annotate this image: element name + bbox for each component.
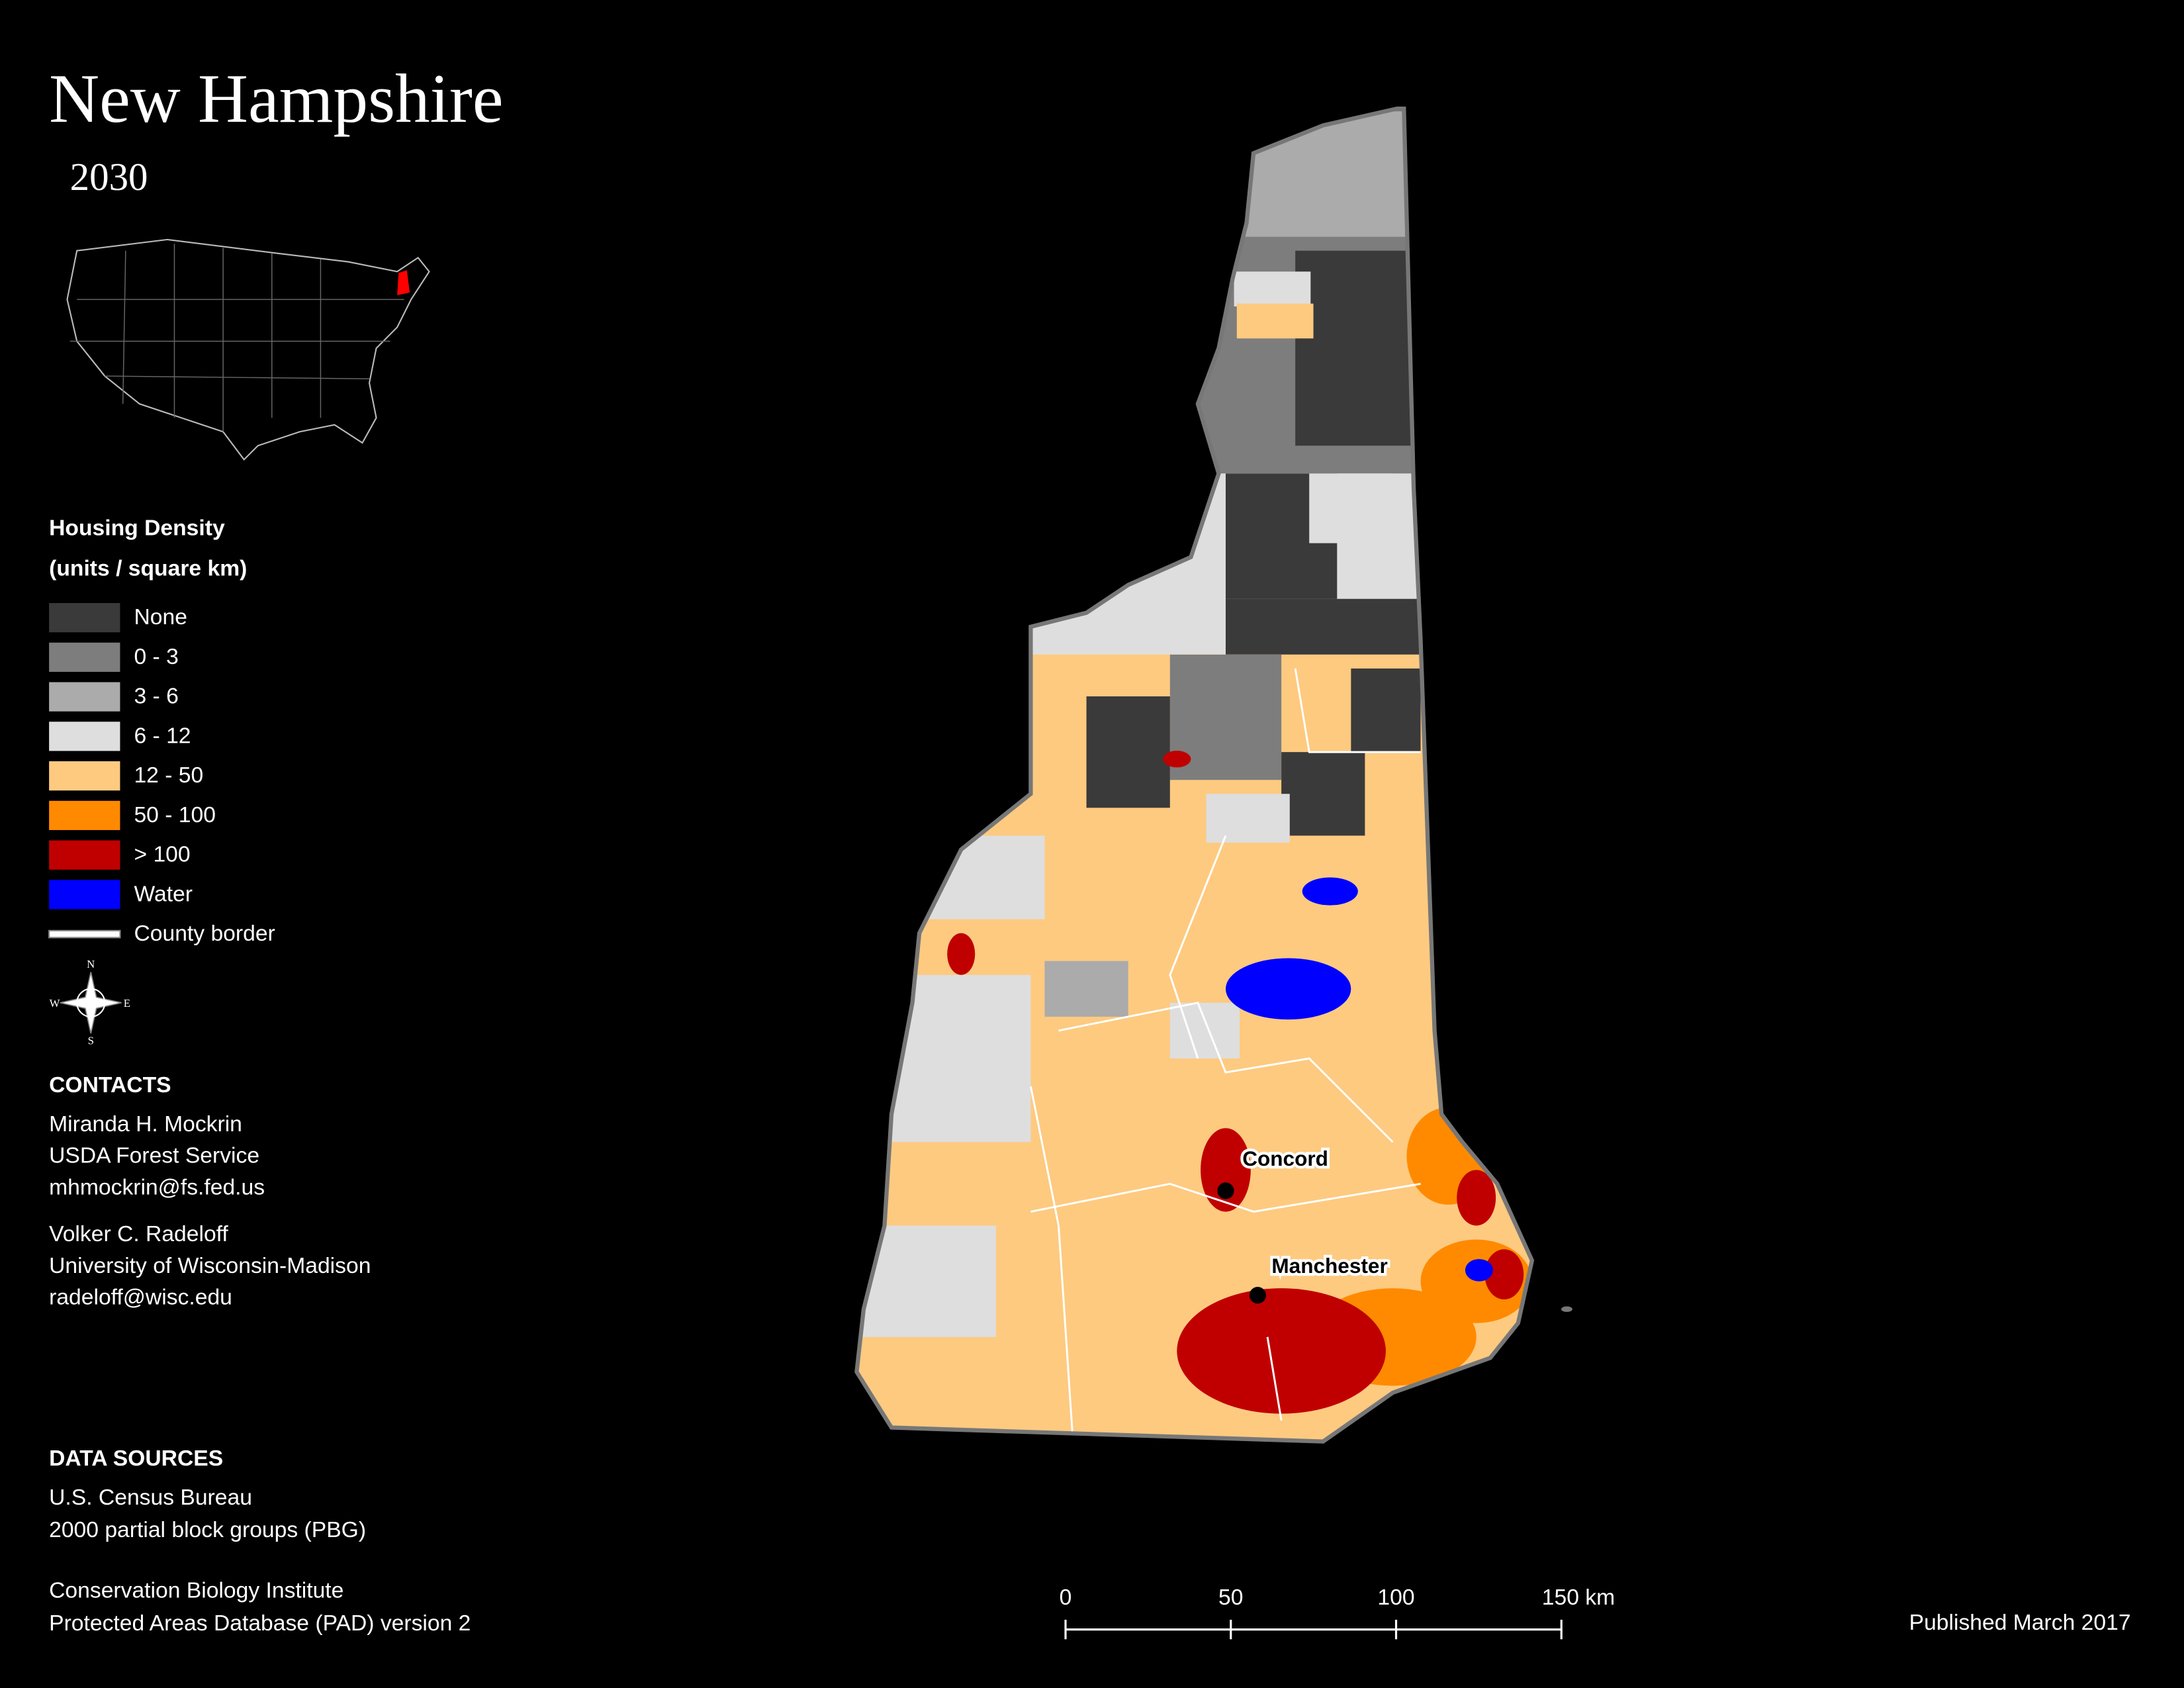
legend-swatch — [49, 800, 120, 830]
map-region — [856, 109, 1532, 474]
legend-swatch — [49, 682, 120, 712]
legend-swatch — [49, 603, 120, 633]
source-line: 2000 partial block groups (PBG) — [49, 1518, 366, 1542]
data-sources: U.S. Census Bureau 2000 partial block gro… — [49, 1485, 471, 1636]
legend-swatch — [49, 880, 120, 910]
legend-label: 6 - 12 — [134, 724, 191, 748]
scale-label: 50 — [1218, 1585, 1243, 1610]
map-region — [856, 1225, 996, 1337]
contacts-heading: CONTACTS — [49, 1073, 171, 1098]
source-line: Protected Areas Database (PAD) version 2 — [49, 1611, 471, 1636]
legend-label: 3 - 6 — [134, 684, 178, 709]
scale-label: 100 — [1377, 1585, 1414, 1610]
map-region — [856, 473, 1532, 655]
legend-subtitle: (units / square km) — [49, 556, 247, 581]
legend-label: 50 - 100 — [134, 803, 216, 827]
map-region — [1281, 752, 1365, 836]
map-region — [947, 933, 976, 975]
state-map: Concord Manchester — [854, 106, 1572, 1444]
legend-label: 12 - 50 — [134, 763, 203, 788]
legend-swatch — [49, 840, 120, 870]
map-region — [1309, 473, 1393, 543]
map-region — [1086, 696, 1170, 808]
compass-e: E — [124, 997, 130, 1009]
source-line: Conservation Biology Institute — [49, 1579, 343, 1603]
map-region — [1163, 751, 1191, 768]
contact-line: Miranda H. Mockrin — [49, 1112, 242, 1137]
map-region — [1236, 303, 1314, 339]
compass-w: W — [50, 997, 60, 1009]
city-label: Concord — [1242, 1147, 1328, 1170]
compass-s: S — [88, 1035, 94, 1047]
city-label: Manchester — [1271, 1254, 1387, 1278]
map-region — [1169, 1002, 1240, 1059]
map-region — [1225, 598, 1421, 655]
legend-label: 0 - 3 — [134, 645, 178, 669]
map-region — [1351, 668, 1421, 753]
map-region — [1295, 250, 1421, 446]
map-region — [1457, 1170, 1496, 1226]
compass: N E S W — [50, 958, 130, 1047]
legend: None 0 - 3 3 - 6 6 - 12 12 - 50 50 - 100 > 100… — [48, 603, 275, 946]
contact-line: Volker C. Radeloff — [49, 1222, 228, 1246]
legend-swatch — [49, 642, 120, 672]
map-subtitle: 2030 — [70, 156, 148, 199]
legend-swatch — [48, 929, 121, 939]
contact-line: USDA Forest Service — [49, 1144, 259, 1168]
compass-n: N — [87, 958, 95, 970]
map-region — [1225, 958, 1351, 1020]
map-region — [1234, 271, 1311, 306]
contact-line: mhmockrin@fs.fed.us — [49, 1175, 265, 1199]
legend-label: County border — [134, 921, 275, 946]
legend-swatch — [49, 722, 120, 751]
map-region — [1206, 794, 1290, 843]
map-region — [856, 835, 1045, 919]
scale-label: 0 — [1060, 1585, 1072, 1610]
inset-map — [66, 238, 430, 461]
legend-label: > 100 — [134, 843, 190, 867]
scale-label: 150 km — [1542, 1585, 1615, 1610]
sources-heading: DATA SOURCES — [49, 1446, 223, 1471]
scale-bar: 0 50 100 150 km — [1060, 1585, 1615, 1640]
contact-line: radeloff@wisc.edu — [49, 1286, 232, 1310]
map-region — [1465, 1258, 1493, 1282]
legend-swatch — [49, 761, 120, 791]
legend-label: Water — [134, 882, 193, 906]
legend-title: Housing Density — [49, 516, 225, 540]
contact-line: University of Wisconsin-Madison — [49, 1254, 371, 1278]
published-date: Published March 2017 — [1909, 1611, 2131, 1635]
map-title: New Hampshire — [49, 60, 503, 137]
source-line: U.S. Census Bureau — [49, 1485, 252, 1510]
map-region — [891, 974, 1031, 1143]
map-region — [1044, 961, 1128, 1017]
map-region — [1201, 1128, 1251, 1212]
map-region — [1302, 877, 1358, 906]
legend-label: None — [134, 605, 187, 630]
map-region — [1177, 1288, 1386, 1414]
map-region — [1484, 1249, 1524, 1299]
contacts: Miranda H. Mockrin USDA Forest Service mhm… — [49, 1112, 371, 1310]
